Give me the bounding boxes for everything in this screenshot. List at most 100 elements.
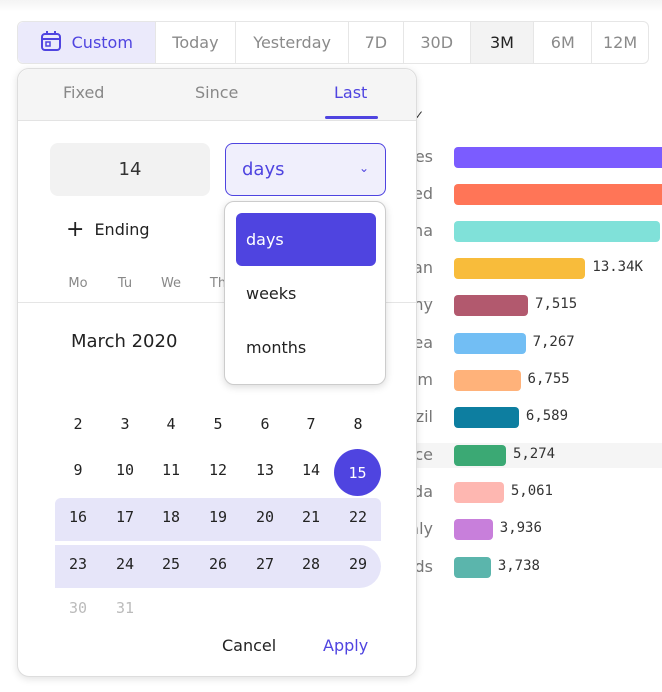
bar-value-label: 13.34K [592, 259, 643, 275]
bar-value-label: 3,738 [497, 558, 540, 574]
bar[interactable] [454, 519, 493, 540]
calendar-day[interactable]: 11 [161, 461, 181, 479]
calendar-day[interactable]: 13 [255, 461, 275, 479]
unit-select[interactable]: days ⌄ [225, 143, 386, 196]
tab-since[interactable]: Since [195, 83, 239, 102]
ending-label: Ending [94, 220, 150, 239]
range-button-6m[interactable]: 6M [534, 22, 593, 63]
calendar-day[interactable]: 2 [73, 415, 83, 433]
bar-value-label: 5,274 [512, 446, 556, 462]
range-button-12m[interactable]: 12M [592, 22, 648, 63]
calendar-day[interactable]: 6 [260, 415, 270, 433]
calendar-day[interactable]: 22 [348, 508, 368, 526]
bar-label: ny [413, 295, 433, 314]
calendar-day[interactable]: 14 [301, 461, 321, 479]
bar[interactable] [454, 221, 660, 242]
calendar-day[interactable]: 21 [301, 508, 321, 526]
bar-label: zil [415, 407, 433, 426]
chevron-down-icon: ⌄ [358, 161, 369, 175]
calendar-day[interactable]: 29 [348, 555, 368, 573]
calendar-day[interactable]: 4 [166, 415, 176, 433]
calendar-day[interactable]: 31 [115, 599, 135, 617]
bar-label: m [417, 370, 433, 389]
range-highlight [55, 545, 381, 588]
range-button-label: Today [172, 33, 219, 52]
bar-label: na [413, 221, 433, 240]
cancel-button[interactable]: Cancel [222, 636, 277, 655]
bar-label: ea [413, 333, 433, 352]
range-button-custom[interactable]: Custom [18, 22, 156, 63]
bar-label: an [413, 258, 433, 277]
calendar-day[interactable]: 12 [208, 461, 228, 479]
bar-value-label: 5,061 [510, 483, 553, 499]
range-button-label: 7D [364, 33, 388, 52]
bar[interactable] [454, 184, 662, 205]
calendar-day[interactable]: 10 [115, 461, 135, 479]
bar[interactable] [454, 482, 504, 503]
calendar-day[interactable]: 19 [208, 508, 228, 526]
bar[interactable] [454, 295, 529, 316]
range-button-label: Custom [71, 33, 133, 52]
add-ending-button[interactable]: + Ending [66, 217, 150, 242]
bar[interactable] [454, 147, 662, 168]
calendar-day[interactable]: 9 [73, 461, 83, 479]
tab-fixed[interactable]: Fixed [63, 83, 105, 102]
calendar-day-today[interactable]: 15 [334, 449, 381, 496]
calendar-day[interactable]: 20 [255, 508, 275, 526]
calendar-day[interactable]: 17 [115, 508, 135, 526]
apply-button[interactable]: Apply [323, 636, 369, 655]
bar-value-label: 6,589 [525, 408, 569, 424]
bar-value-label: 3,936 [499, 520, 542, 536]
bar-value-label: 6,755 [527, 371, 570, 387]
bar[interactable] [454, 557, 491, 578]
calendar-day[interactable]: 27 [255, 555, 275, 573]
custom-date-popup: Fixed Since Last 14 days ⌄ + Ending Mo T… [17, 68, 417, 677]
active-tab-indicator [325, 116, 378, 119]
option-months[interactable]: months [246, 338, 307, 357]
range-button-today[interactable]: Today [156, 22, 237, 63]
calendar-day[interactable]: 24 [115, 555, 135, 573]
weekday-label: Tu [117, 276, 133, 291]
range-button-7d[interactable]: 7D [349, 22, 404, 63]
bar[interactable] [454, 407, 519, 428]
calendar-icon [40, 30, 62, 56]
tab-last[interactable]: Last [334, 83, 368, 102]
bar[interactable] [454, 333, 526, 354]
calendar-day[interactable]: 8 [353, 415, 363, 433]
calendar-day[interactable]: 28 [301, 555, 321, 573]
check-icon: ✓ [414, 108, 425, 122]
calendar-day[interactable]: 3 [120, 415, 130, 433]
row-hover-highlight [400, 443, 662, 468]
bar[interactable] [454, 445, 506, 466]
calendar-day[interactable]: 7 [306, 415, 316, 433]
unit-select-value: days [242, 159, 285, 180]
range-button-label: 30D [420, 33, 454, 52]
calendar-day[interactable]: 5 [213, 415, 223, 433]
weekday-label: We [160, 276, 182, 291]
calendar-day[interactable]: 16 [68, 508, 88, 526]
calendar-day[interactable]: 30 [68, 599, 88, 617]
range-button-label: 6M [550, 33, 575, 52]
top-shadow [0, 0, 662, 12]
amount-input[interactable]: 14 [50, 143, 210, 196]
option-weeks[interactable]: weeks [246, 284, 297, 303]
calendar-day[interactable]: 26 [208, 555, 228, 573]
range-button-label: Yesterday [253, 33, 331, 52]
range-button-yesterday[interactable]: Yesterday [236, 22, 349, 63]
bar-label: ce [414, 445, 433, 464]
calendar-day[interactable]: 18 [161, 508, 181, 526]
bar-label: da [413, 482, 433, 501]
option-days[interactable]: days [236, 213, 376, 266]
range-button-3m[interactable]: 3M [470, 22, 535, 63]
calendar-day[interactable]: 25 [161, 555, 181, 573]
picker-tabs: Fixed Since Last [18, 69, 416, 121]
month-title: March 2020 [71, 331, 178, 352]
bar[interactable] [454, 370, 521, 391]
range-button-30d[interactable]: 30D [404, 22, 471, 63]
range-button-label: 3M [489, 33, 514, 52]
unit-dropdown: days weeks months [224, 201, 386, 385]
bar-value-label: 7,515 [535, 296, 578, 312]
calendar-day[interactable]: 23 [68, 555, 88, 573]
bar[interactable] [454, 258, 586, 279]
